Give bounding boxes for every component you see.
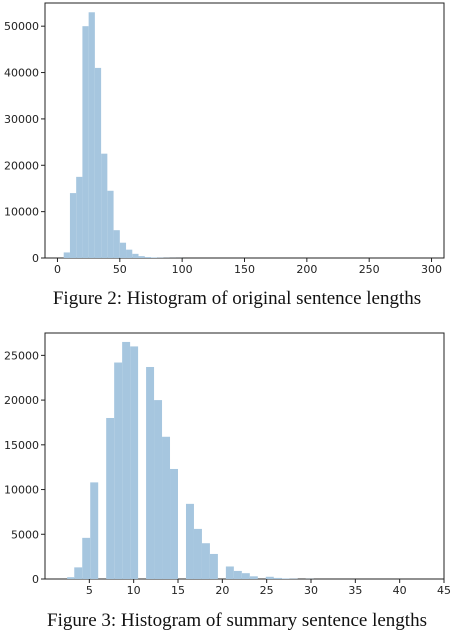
y-tick-label: 30000	[4, 113, 39, 126]
histogram-bar	[130, 346, 139, 579]
y-tick-label: 15000	[4, 439, 39, 452]
histogram-bar	[101, 153, 108, 258]
histogram-bar	[273, 577, 282, 579]
histogram-bar	[82, 26, 89, 258]
histogram-bar	[225, 566, 234, 579]
bars-original	[63, 12, 183, 259]
y-tick-label: 5000	[11, 528, 39, 541]
histogram-bar	[74, 567, 83, 579]
x-tick-label: 0	[54, 263, 61, 276]
y-tick-label: 10000	[4, 206, 39, 219]
histogram-bar	[281, 578, 290, 579]
y-tick-label: 50000	[4, 20, 39, 33]
plot-frame-summary	[44, 332, 445, 580]
x-tick-label: 40	[393, 584, 407, 597]
histogram-original-lengths: 0 50 100 150 200 250 300 0 10000 20000 30000 40000…	[4, 2, 445, 309]
histogram-bar	[90, 482, 99, 579]
histogram-bar	[69, 193, 77, 258]
histogram-bar	[265, 576, 274, 579]
y-tick-label: 10000	[4, 484, 39, 497]
histogram-bar	[138, 256, 145, 258]
histogram-bar	[233, 570, 242, 579]
caption-figure-2: Figure 2: Histogram of original sentence…	[53, 288, 421, 309]
bars-summary	[67, 341, 314, 579]
histogram-bar	[106, 417, 115, 579]
histogram-bar	[154, 400, 163, 579]
histogram-bar	[132, 253, 139, 258]
histogram-bar	[162, 436, 171, 579]
x-tick-label: 200	[296, 263, 317, 276]
x-tick-label: 300	[421, 263, 442, 276]
y-tick-label: 0	[32, 252, 39, 265]
x-ticks-summary: 5 10 15 20 25 30 35 40 45	[86, 579, 451, 597]
x-tick-label: 150	[234, 263, 255, 276]
histogram-bar	[88, 12, 95, 259]
histogram-bar	[146, 366, 155, 579]
histogram-bar	[113, 230, 120, 258]
histogram-summary-lengths: 5 10 15 20 25 30 35 40 45 0 5000 10000 15000 20000 25…	[4, 332, 451, 631]
x-tick-label: 100	[172, 263, 193, 276]
x-tick-label: 5	[86, 584, 93, 597]
histogram-bar	[114, 362, 123, 579]
histogram-bar	[209, 553, 218, 579]
histogram-bar	[126, 249, 133, 258]
histogram-bar	[241, 573, 250, 579]
x-tick-label: 10	[127, 584, 141, 597]
x-ticks-original: 0 50 100 150 200 250 300	[54, 258, 442, 276]
x-tick-label: 30	[304, 584, 318, 597]
histogram-bar	[150, 257, 158, 258]
y-tick-label: 25000	[4, 349, 39, 362]
x-tick-label: 45	[437, 584, 451, 597]
y-tick-label: 20000	[4, 394, 39, 407]
histogram-bar	[82, 537, 91, 579]
histogram-bar	[170, 468, 178, 579]
y-tick-label: 20000	[4, 159, 39, 172]
histogram-bar	[119, 242, 127, 258]
x-tick-label: 50	[113, 263, 127, 276]
x-tick-label: 25	[260, 584, 274, 597]
x-tick-label: 15	[171, 584, 185, 597]
y-ticks-original: 0 10000 20000 30000 40000 50000	[4, 20, 45, 265]
histogram-bar	[249, 576, 258, 579]
histogram-bar	[107, 190, 114, 258]
x-tick-label: 35	[348, 584, 362, 597]
caption-figure-3: Figure 3: Histogram of summary sentence …	[47, 610, 427, 631]
y-tick-label: 0	[32, 573, 39, 586]
histogram-bar	[122, 341, 131, 579]
histogram-bar	[201, 543, 210, 579]
histogram-bar	[63, 252, 70, 258]
x-tick-label: 20	[215, 584, 229, 597]
histogram-bar	[67, 577, 75, 579]
histogram-bar	[144, 257, 151, 258]
y-tick-label: 40000	[4, 67, 39, 80]
histogram-bar	[185, 503, 194, 579]
histogram-bar	[94, 67, 102, 258]
y-ticks-summary: 0 5000 10000 15000 20000 25000	[4, 349, 45, 586]
histogram-bar	[76, 176, 83, 258]
histogram-bar	[193, 528, 202, 579]
x-tick-label: 250	[359, 263, 380, 276]
